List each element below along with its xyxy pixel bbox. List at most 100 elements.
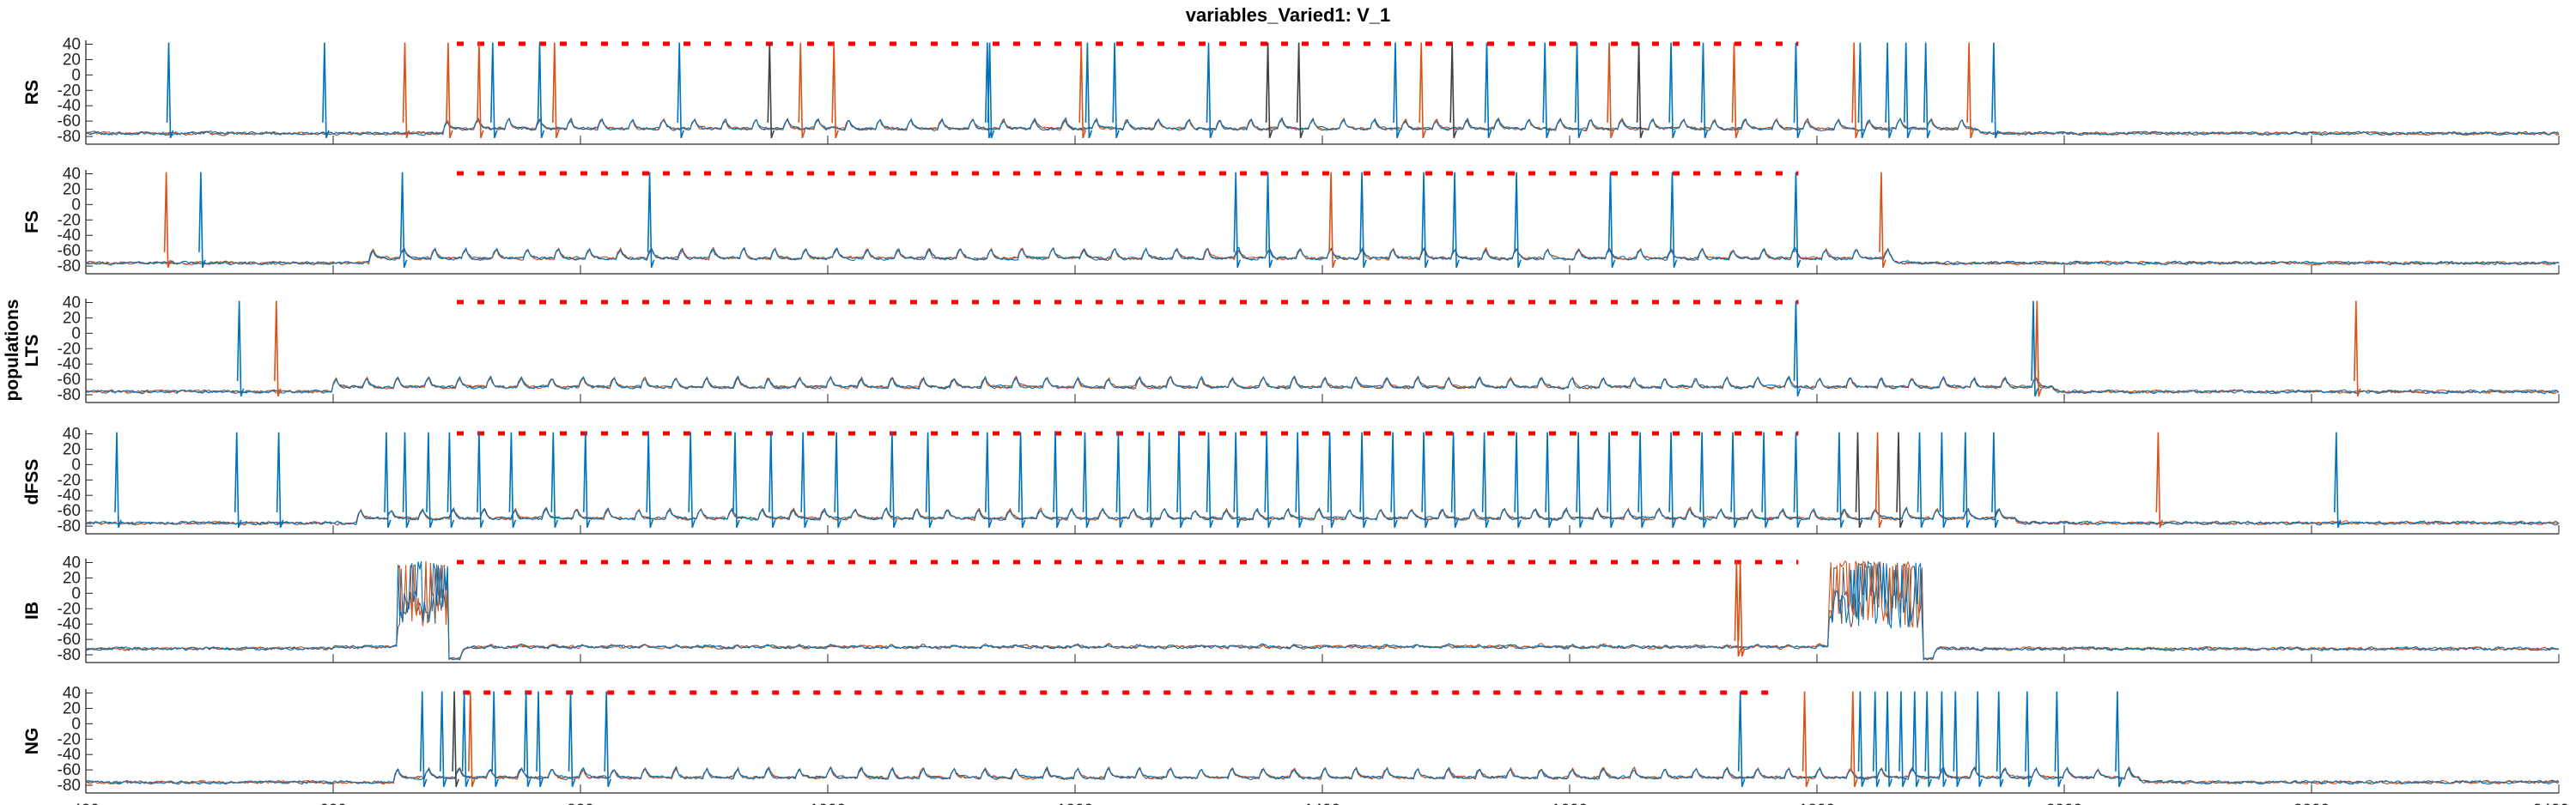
spike (1233, 432, 1241, 529)
spike (831, 42, 839, 139)
chart-title: variables_Varied1: V_1 (1186, 4, 1391, 26)
spike (1607, 172, 1616, 269)
spike (1939, 691, 1947, 788)
y-tick-label: 0 (71, 715, 81, 733)
spike (1899, 691, 1906, 788)
spike (2031, 300, 2038, 397)
y-tick-label: -60 (58, 631, 81, 649)
y-axis-label: populations (3, 300, 22, 402)
spike (1176, 432, 1184, 529)
x-tick-label: 400 (72, 802, 100, 805)
y-tick-label: 40 (63, 294, 81, 312)
spike (1514, 172, 1522, 269)
spike (2354, 300, 2361, 397)
spike (1078, 42, 1086, 139)
spike (399, 172, 408, 269)
spike (1421, 432, 1429, 529)
spike (1963, 432, 1971, 529)
spike (1452, 172, 1460, 269)
panel-label: IB (22, 602, 42, 620)
spike (1699, 432, 1707, 529)
spike (1636, 42, 1644, 139)
y-tick-label: 40 (63, 425, 81, 443)
spike (1737, 691, 1746, 788)
spike (985, 432, 993, 529)
panels: 40200-20-40-60-80RS40200-20-40-60-80FS40… (22, 35, 2560, 795)
spike (419, 691, 428, 788)
trace-series-0 (85, 246, 2560, 266)
spike (1112, 42, 1120, 139)
y-tick-label: 20 (63, 309, 81, 327)
spike (1953, 691, 1961, 788)
spike (1018, 432, 1026, 529)
spike (163, 172, 172, 269)
spike (1874, 432, 1883, 529)
spike (468, 691, 476, 788)
spike (1700, 42, 1709, 139)
spike (1855, 432, 1863, 529)
spike (1991, 42, 1999, 139)
spike (1975, 691, 1983, 788)
spike (114, 432, 122, 529)
spike (890, 432, 897, 529)
y-tick-label: -20 (58, 730, 81, 748)
trace-series-2 (85, 562, 2560, 661)
y-tick-label: 20 (63, 180, 81, 198)
x-tick-label: 1400 (1304, 802, 1340, 805)
spike (1793, 172, 1801, 269)
spike (1896, 432, 1904, 529)
spike (1730, 432, 1738, 529)
spike (1421, 172, 1429, 269)
spike (1206, 42, 1214, 139)
spike (276, 432, 284, 529)
spike (1296, 42, 1304, 139)
spike (198, 172, 206, 269)
y-tick-label: -20 (58, 340, 81, 358)
x-tick-label: 800 (567, 802, 594, 805)
y-tick-label: -60 (58, 112, 81, 130)
spike (1668, 432, 1676, 529)
spike (452, 691, 459, 788)
y-tick-label: -40 (58, 227, 81, 245)
y-tick-label: -60 (58, 371, 81, 389)
spike (1793, 42, 1801, 139)
spike (1265, 172, 1273, 269)
panel-label: NG (22, 728, 42, 755)
x-tick-label: 1200 (1057, 802, 1093, 805)
spike (508, 432, 517, 529)
spike (769, 432, 776, 529)
spike (1737, 560, 1746, 657)
y-tick-label: -80 (58, 646, 81, 664)
y-tick-label: -80 (58, 777, 81, 795)
trace-series-0 (85, 506, 2560, 526)
spike (1115, 432, 1124, 529)
spike (1669, 172, 1678, 269)
spike (767, 42, 775, 139)
spike (1084, 42, 1093, 139)
spike (1885, 691, 1893, 788)
spike (322, 42, 330, 139)
spike (1327, 432, 1335, 529)
spike (1206, 432, 1214, 529)
y-tick-label: -40 (58, 746, 81, 764)
y-tick-label: 0 (71, 196, 81, 214)
trace-series-1 (85, 560, 2560, 661)
spike (1359, 172, 1367, 269)
spike (1885, 42, 1893, 139)
y-tick-label: -80 (58, 518, 81, 536)
spike (1668, 42, 1676, 139)
y-tick-label: -20 (58, 471, 81, 489)
spike (1542, 42, 1550, 139)
spike (477, 42, 484, 139)
spike (1761, 432, 1769, 529)
spike (1850, 691, 1858, 788)
y-tick-label: -20 (58, 82, 81, 100)
spike (1912, 691, 1920, 788)
spike (1576, 432, 1583, 529)
y-tick-label: 40 (63, 554, 81, 572)
